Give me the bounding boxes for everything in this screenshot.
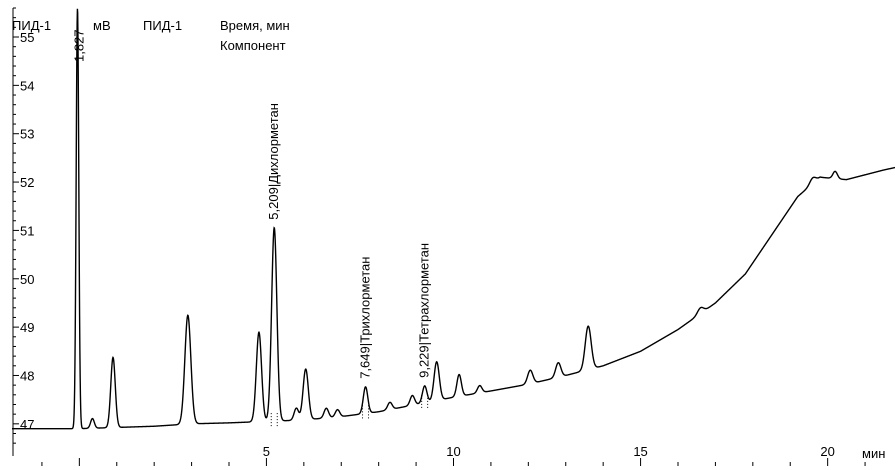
x-tick-label: 10 xyxy=(446,444,460,459)
channel-label: ПИД-1 xyxy=(12,18,52,33)
peak-annotation: 5,209|Дихлорметан xyxy=(266,103,281,220)
signal-trace xyxy=(12,8,895,430)
y-tick-label: 53 xyxy=(20,127,34,142)
y-tick-label: 54 xyxy=(20,78,34,93)
y-unit-label: мВ xyxy=(93,18,111,33)
y-tick-label: 47 xyxy=(20,417,34,432)
signal-name: ПИД-1 xyxy=(143,18,183,33)
peak-label-title: Компонент xyxy=(220,38,286,53)
x-axis-unit-label: мин xyxy=(862,446,885,461)
peak-annotation: 1,827 xyxy=(71,29,86,62)
y-tick-label: 52 xyxy=(20,175,34,190)
y-tick-label: 49 xyxy=(20,320,34,335)
peak-annotation: 9,229|Тетрахлорметан xyxy=(417,243,432,378)
y-tick-label: 48 xyxy=(20,368,34,383)
x-tick-label: 5 xyxy=(263,444,270,459)
y-tick-label: 51 xyxy=(20,223,34,238)
y-tick-label: 55 xyxy=(20,30,34,45)
x-axis: 5 10 15 20 xyxy=(41,444,866,466)
chromatogram-line xyxy=(12,8,895,430)
x-tick-label: 15 xyxy=(633,444,647,459)
peak-annotations: 1,827 5,209|Дихлорметан 7,649|Трихлорметан… xyxy=(71,29,432,428)
y-tick-label: 50 xyxy=(20,272,34,287)
y-axis: 47 48 49 50 51 52 53 54 55 xyxy=(12,7,34,456)
peak-annotation: 7,649|Трихлорметан xyxy=(358,257,373,379)
x-tick-label: 20 xyxy=(820,444,834,459)
x-title: Время, мин xyxy=(220,18,290,33)
